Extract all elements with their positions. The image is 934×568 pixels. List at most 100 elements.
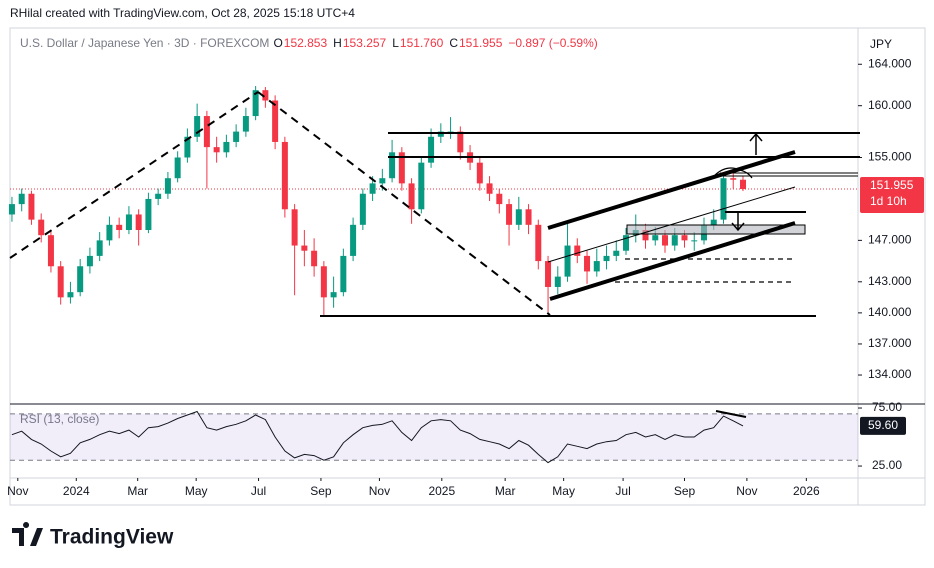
candle-body [213, 147, 220, 153]
rsi-value-label: 59.60 [868, 418, 898, 432]
ohlc-value: 152.853 [284, 36, 328, 50]
drawings [9, 91, 860, 418]
candle-body [369, 183, 376, 194]
candle-body [116, 224, 123, 231]
candle-body [720, 178, 727, 220]
y-tick-label: 134.000 [868, 367, 912, 381]
candle-body [194, 116, 201, 137]
y-tick-label: 164.000 [868, 56, 912, 70]
candle-body [730, 178, 737, 180]
price-label-bg [860, 177, 924, 214]
credit: RHilal created with TradingView.com, Oct… [10, 6, 355, 20]
candle-body [535, 224, 542, 262]
candle-body [106, 224, 113, 241]
candle-body [125, 214, 132, 231]
candle-body [593, 261, 600, 272]
y-tick-label: 143.000 [868, 274, 912, 288]
candle-body [262, 90, 269, 101]
ohlc-key: H [333, 36, 342, 50]
candle-body [135, 214, 142, 231]
chart-frame [9, 27, 926, 506]
candle-body [242, 116, 249, 132]
rsi-label: RSI (13, close) [20, 412, 99, 426]
candle-body [57, 266, 64, 298]
candle-body [359, 193, 366, 225]
rsi-band [10, 413, 858, 461]
x-tick-label: 2024 [63, 484, 90, 498]
candle-body [223, 141, 230, 153]
candle-body [272, 100, 279, 142]
candle-body [554, 276, 561, 287]
x-tick-label: 2025 [428, 484, 455, 498]
x-tick-label: Nov [7, 484, 28, 498]
candle-body [164, 178, 171, 194]
candle-body [291, 209, 298, 246]
candle-body [184, 136, 191, 158]
x-tick-label: Sep [674, 484, 696, 498]
candle-body [77, 266, 84, 293]
x-tick-label: May [185, 484, 208, 498]
candle-body [389, 152, 396, 179]
candle-body [691, 240, 698, 242]
channel-mid [547, 186, 796, 263]
candle-body [496, 193, 503, 205]
rsi-tick-label: 25.00 [872, 458, 902, 472]
symbol: U.S. Dollar / Japanese Yen · 3D · FOREXC… [20, 36, 269, 50]
rsi-line [11, 410, 744, 464]
ohlc-key: C [449, 36, 458, 50]
ohlc-value: 151.760 [400, 36, 444, 50]
candle-body [603, 255, 610, 262]
candle-body [8, 204, 15, 215]
candle-body [330, 292, 337, 298]
x-tick-label: Jul [615, 484, 630, 498]
candle-body [671, 235, 678, 246]
ohlc-value: 151.955 [459, 36, 503, 50]
logo: TradingView [12, 522, 174, 549]
y-tick-label: 147.000 [868, 233, 912, 247]
logo-mark [12, 522, 43, 546]
rsi-label-bg [860, 416, 906, 435]
candle-body [408, 183, 415, 210]
candle-body [515, 209, 522, 225]
trend-line [9, 91, 259, 259]
candle-body [47, 235, 54, 267]
candle-body [574, 245, 581, 256]
candle-body [86, 255, 93, 267]
arc [713, 167, 753, 179]
channel-line [549, 221, 796, 301]
candle-body [642, 230, 649, 241]
x-tick-label: Mar [495, 484, 516, 498]
candle-body [311, 250, 318, 267]
arrow-down [731, 212, 745, 232]
candle-body [18, 193, 25, 205]
candle-body [476, 162, 483, 184]
candle-body [710, 219, 717, 225]
x-tick-label: May [552, 484, 575, 498]
price-label: 151.955 [870, 178, 914, 192]
candle-body [379, 178, 386, 184]
candle-body [350, 224, 357, 256]
candle-body [564, 245, 571, 277]
candle-body [525, 209, 532, 225]
candle-body [584, 255, 591, 272]
countdown: 1d 10h [870, 194, 907, 208]
x-tick-label: Jul [251, 484, 266, 498]
zone [626, 224, 806, 235]
x-tick-label: Sep [310, 484, 332, 498]
channel-line [547, 150, 796, 230]
candle-body [506, 204, 513, 225]
candle-body [281, 141, 288, 210]
candle-body [623, 235, 630, 251]
candle-body [252, 90, 259, 117]
x-tick-label: 2026 [793, 484, 820, 498]
candle-body [428, 136, 435, 163]
candle-body [203, 116, 210, 148]
candle-body [38, 219, 45, 236]
y-tick-label: 160.000 [868, 98, 912, 112]
candle-body [613, 250, 620, 256]
candle-body [155, 193, 162, 199]
candle-body [545, 261, 552, 287]
trend-line [257, 91, 551, 316]
candle-body [437, 131, 444, 137]
